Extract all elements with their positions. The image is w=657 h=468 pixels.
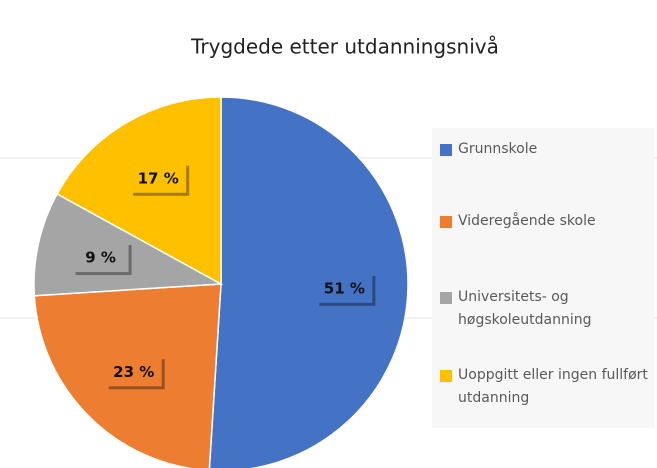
data-label: 17 % <box>138 169 179 187</box>
legend-item: Uoppgitt eller ingen fullført utdanning <box>440 364 650 410</box>
data-label: 9 % <box>85 249 116 267</box>
label-box <box>105 356 162 387</box>
data-label: 51 % <box>324 279 365 297</box>
legend-item: Grunnskole <box>440 138 650 161</box>
label-box <box>130 162 187 193</box>
legend: Grunnskole Videregående skole Universitets… <box>432 128 654 428</box>
legend-label: Grunnskole <box>458 141 538 157</box>
legend-label: Videregående skole <box>458 213 596 229</box>
legend-label: Universitets- og høgskoleutdanning <box>458 289 592 328</box>
legend-item: Videregående skole <box>440 210 650 233</box>
label-box <box>316 272 373 303</box>
legend-swatch <box>440 292 452 304</box>
legend-swatch <box>440 144 452 156</box>
pie-slice <box>208 96 409 468</box>
legend-label: Uoppgitt eller ingen fullført utdanning <box>458 367 648 406</box>
data-label: 23 % <box>113 363 154 381</box>
chart-title: Trygdede etter utdanningsnivå <box>190 35 499 59</box>
legend-swatch <box>440 216 452 228</box>
legend-item: Universitets- og høgskoleutdanning <box>440 286 650 332</box>
label-box <box>72 242 129 273</box>
legend-swatch <box>440 370 452 382</box>
